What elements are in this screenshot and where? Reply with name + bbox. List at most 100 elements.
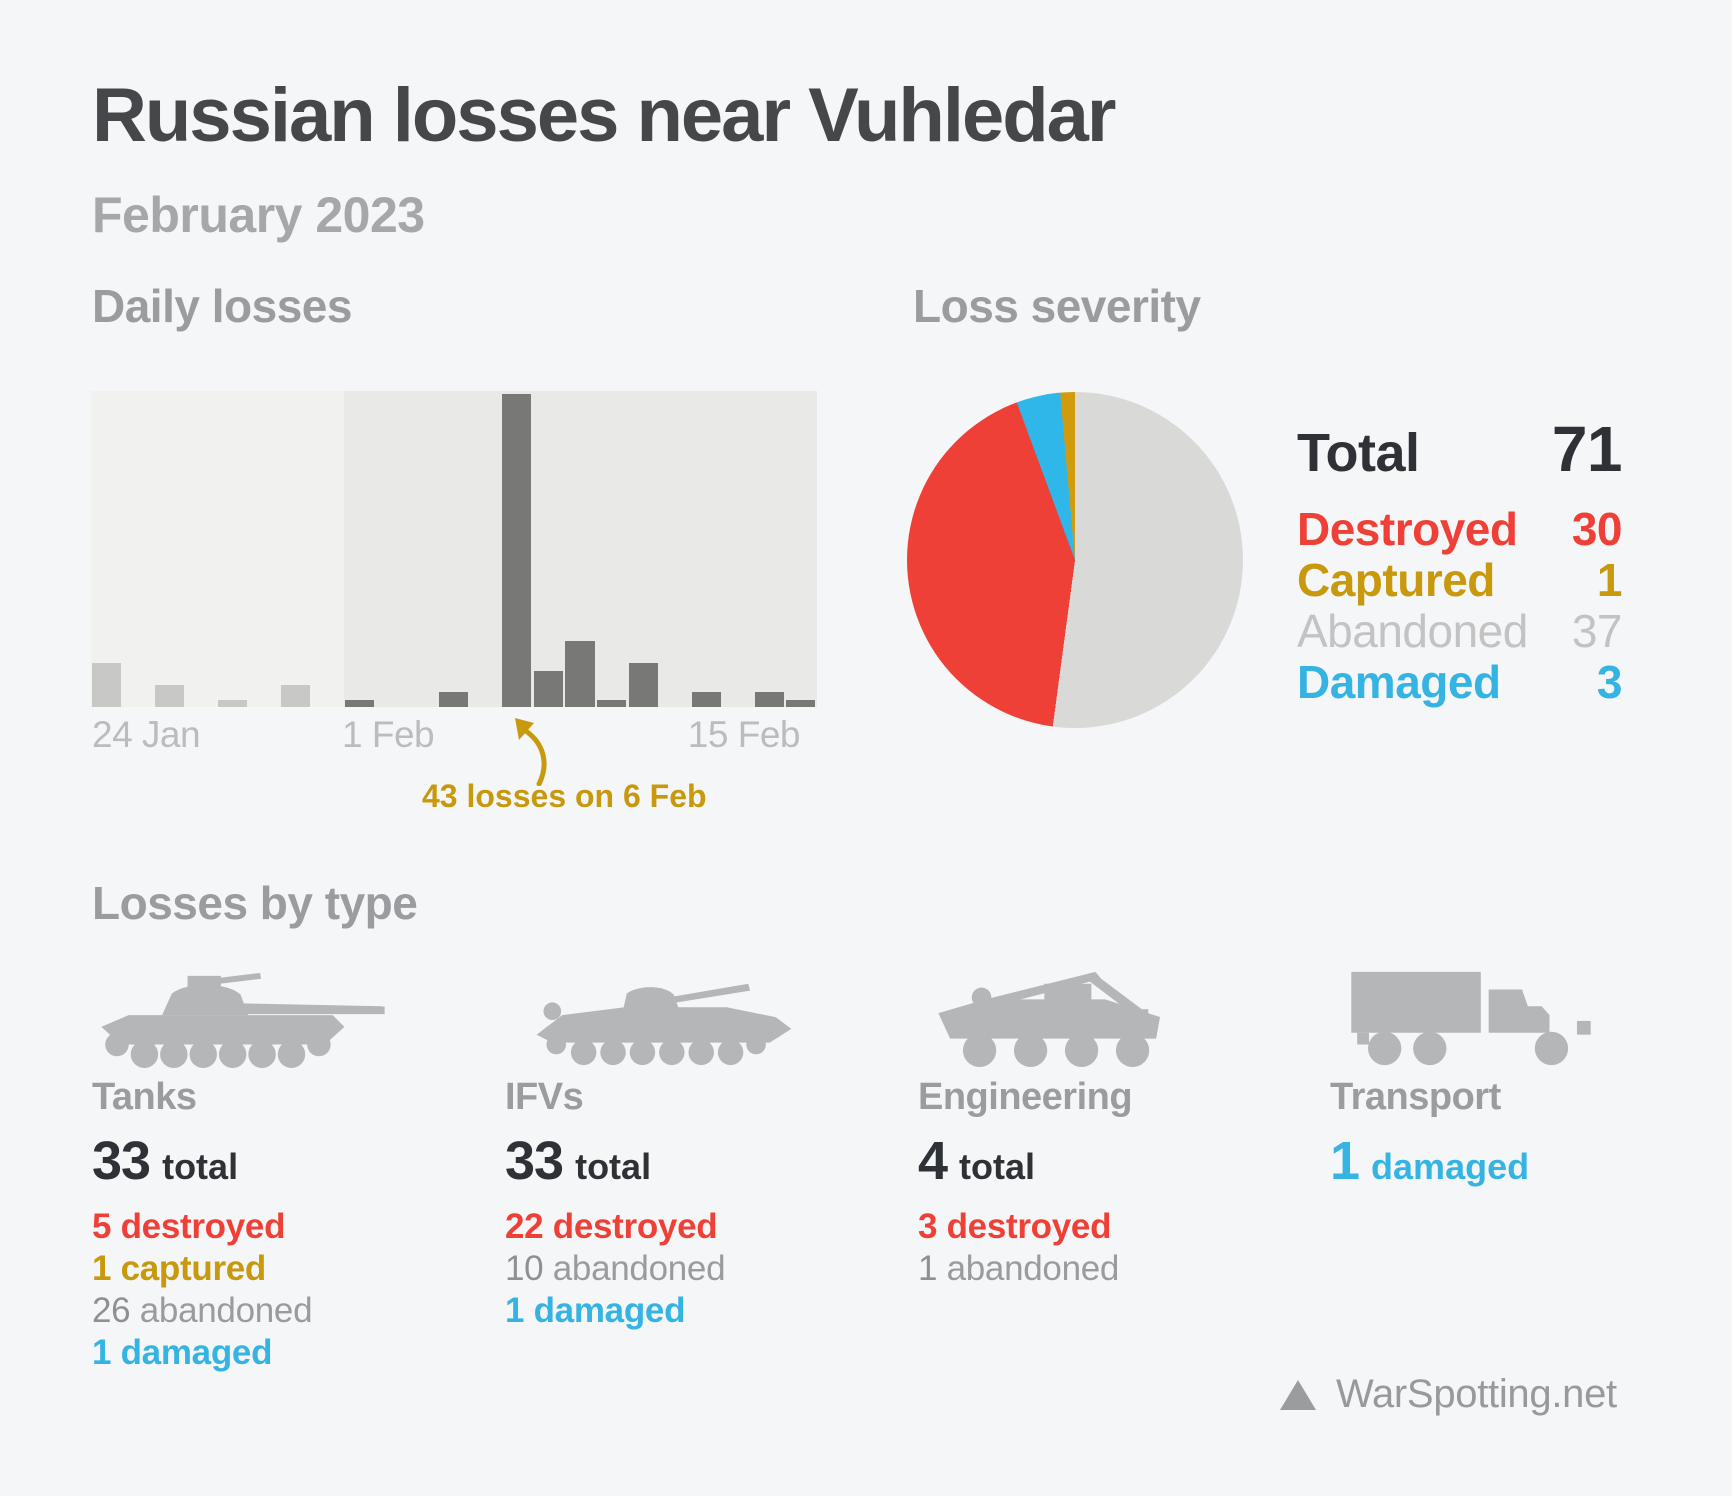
page-subtitle: February 2023 (92, 187, 425, 243)
bar-8-feb (565, 641, 595, 707)
type-card-transport: Transport 1 damaged (1330, 952, 1670, 1206)
legend-label: Total (1297, 423, 1420, 483)
type-total-value: 1 (1330, 1131, 1360, 1191)
stat-value: 3 (918, 1207, 938, 1246)
stat-label: destroyed (111, 1207, 286, 1246)
type-card-ifvs: IFVs 33 total 22 destroyed 10 abandoned 1 … (505, 952, 845, 1332)
bar-6-feb (502, 394, 532, 707)
type-total-value: 4 (918, 1131, 948, 1191)
stat-label: abandoned (543, 1249, 726, 1288)
stat-value: 1 (92, 1333, 112, 1372)
type-stats: 3 destroyed 1 abandoned (918, 1206, 1258, 1290)
stat-label: damaged (111, 1333, 273, 1372)
peak-annotation: 43 losses on 6 Feb (422, 778, 707, 814)
stat-abandoned: 1 abandoned (918, 1248, 1258, 1290)
axis-label-24-jan: 24 Jan (92, 714, 201, 755)
losses-by-type-title: Losses by type (92, 877, 418, 929)
stat-damaged: 1 damaged (92, 1332, 432, 1374)
bar-7-feb (533, 671, 563, 707)
severity-pie (907, 392, 1243, 728)
stat-captured: 1 captured (92, 1248, 432, 1290)
legend-value: 1 (1596, 554, 1623, 606)
legend-label: Damaged (1297, 656, 1501, 708)
bar-26-jan (155, 685, 185, 707)
type-card-engineering: Engineering 4 total 3 destroyed 1 abandon… (918, 952, 1258, 1290)
stat-value: 22 (505, 1207, 544, 1246)
type-total-label: total (162, 1146, 239, 1187)
page-title: Russian losses near Vuhledar (92, 73, 1117, 158)
stat-damaged: 1 damaged (505, 1290, 845, 1332)
bar-9-feb (597, 700, 627, 707)
legend-value: 71 (1551, 413, 1623, 485)
type-total-value: 33 (505, 1131, 564, 1191)
stat-abandoned: 10 abandoned (505, 1248, 845, 1290)
daily-losses-title: Daily losses (92, 280, 352, 332)
tank-icon (92, 952, 432, 1070)
type-total: 4 total (918, 1134, 1258, 1188)
stat-destroyed: 22 destroyed (505, 1206, 845, 1248)
stat-value: 26 (92, 1291, 131, 1330)
truck-icon (1330, 952, 1670, 1070)
type-total: 33 total (92, 1134, 432, 1188)
stat-destroyed: 3 destroyed (918, 1206, 1258, 1248)
stat-label: abandoned (130, 1291, 313, 1330)
legend-label: Abandoned (1297, 605, 1528, 657)
bar-15-feb (786, 700, 816, 707)
bar-28-jan (218, 700, 248, 707)
type-total-label: damaged (1371, 1146, 1530, 1187)
type-total: 1 damaged (1330, 1134, 1670, 1188)
stat-label: abandoned (937, 1249, 1120, 1288)
brand-name: WarSpotting.net (1336, 1372, 1617, 1416)
legend-value: 37 (1571, 605, 1623, 657)
bar-4-feb (439, 692, 469, 707)
bar-30-jan (281, 685, 311, 707)
engineering-vehicle-icon (918, 952, 1258, 1070)
january-chart-background (91, 391, 344, 707)
type-stats: 5 destroyed 1 captured 26 abandoned 1 damag… (92, 1206, 432, 1374)
stat-label: captured (111, 1249, 267, 1288)
axis-label-15-feb: 15 Feb (687, 714, 801, 755)
legend-label: Captured (1297, 554, 1495, 606)
footer-brand: WarSpotting.net (1280, 1372, 1617, 1417)
severity-legend: Total 71 Destroyed 30 Captured 1 Abandoned 37 Da… (1297, 413, 1623, 708)
bar-1-feb (344, 700, 374, 707)
legend-row-destroyed: Destroyed 30 (1297, 503, 1623, 555)
annotation-arrow-icon (515, 718, 547, 786)
stat-label: damaged (524, 1291, 686, 1330)
type-total-label: total (575, 1146, 652, 1187)
axis-label-1-feb: 1 Feb (342, 714, 435, 755)
stat-value: 1 (92, 1249, 112, 1288)
stat-destroyed: 5 destroyed (92, 1206, 432, 1248)
bar-24-jan (92, 663, 122, 707)
type-total-value: 33 (92, 1131, 151, 1191)
type-name: Tanks (92, 1076, 197, 1118)
stat-label: destroyed (543, 1207, 718, 1246)
type-stats: 22 destroyed 10 abandoned 1 damaged (505, 1206, 845, 1332)
bar-10-feb (628, 663, 658, 707)
stat-value: 1 (918, 1249, 938, 1288)
type-name: Engineering (918, 1076, 1133, 1118)
legend-row-abandoned: Abandoned 37 (1297, 605, 1623, 657)
stat-label: destroyed (937, 1207, 1112, 1246)
daily-bars (91, 391, 817, 707)
legend-row-total: Total 71 (1297, 413, 1623, 485)
stat-value: 5 (92, 1207, 112, 1246)
bar-14-feb (754, 692, 784, 707)
type-total-label: total (959, 1146, 1036, 1187)
type-card-tanks: Tanks 33 total 5 destroyed 1 captured 26 a… (92, 952, 432, 1374)
stat-value: 10 (505, 1249, 544, 1288)
type-total: 33 total (505, 1134, 845, 1188)
stat-abandoned: 26 abandoned (92, 1290, 432, 1332)
bar-12-feb (691, 692, 721, 707)
legend-row-captured: Captured 1 (1297, 554, 1623, 606)
warspotting-triangle-logo-icon (1280, 1379, 1316, 1410)
legend-value: 3 (1596, 656, 1623, 708)
stat-value: 1 (505, 1291, 525, 1330)
legend-row-damaged: Damaged 3 (1297, 656, 1623, 708)
type-name: IFVs (505, 1076, 584, 1118)
legend-value: 30 (1571, 503, 1623, 555)
daily-bars-chart (91, 391, 817, 707)
type-name: Transport (1330, 1076, 1501, 1118)
ifv-icon (505, 952, 845, 1070)
